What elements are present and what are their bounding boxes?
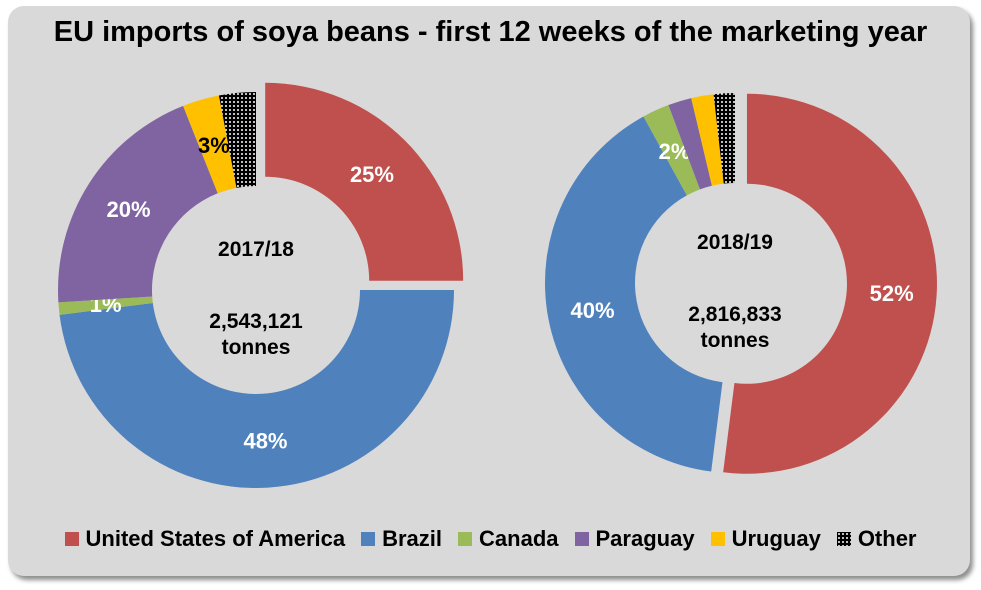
slice-united-states-of-america bbox=[265, 82, 464, 281]
slice-canada bbox=[58, 296, 153, 315]
legend-label: Canada bbox=[479, 526, 559, 551]
legend-swatch bbox=[64, 532, 79, 546]
legend-item: Other bbox=[836, 526, 917, 552]
slice-paraguay bbox=[668, 98, 712, 190]
legend-swatch bbox=[710, 532, 725, 546]
legend-label: Uruguay bbox=[731, 526, 821, 551]
data-label: 3% bbox=[198, 133, 230, 158]
legend-swatch bbox=[458, 532, 473, 546]
legend: United States of America Brazil Canada Para… bbox=[0, 526, 981, 552]
slice-brazil bbox=[59, 290, 455, 488]
slice-united-states-of-america bbox=[723, 93, 937, 474]
slice-other bbox=[713, 93, 735, 184]
slice-paraguay bbox=[57, 105, 218, 303]
legend-item: Paraguay bbox=[574, 526, 695, 552]
slice-brazil bbox=[545, 116, 723, 472]
data-label: 48% bbox=[243, 429, 287, 454]
center-label: 2,816,833 bbox=[688, 303, 781, 326]
legend-item: Brazil bbox=[361, 526, 442, 552]
slice-other bbox=[218, 92, 256, 188]
data-label: 40% bbox=[571, 298, 615, 323]
legend-swatch bbox=[836, 532, 851, 546]
center-label: tonnes bbox=[222, 336, 291, 359]
center-label: 2,543,121 bbox=[209, 310, 303, 333]
data-label: 52% bbox=[870, 281, 914, 306]
data-label: 25% bbox=[350, 162, 394, 187]
center-label: 2018/19 bbox=[697, 231, 773, 254]
legend-item: Uruguay bbox=[710, 526, 821, 552]
center-label: 2017/18 bbox=[218, 238, 294, 261]
legend-label: United States of America bbox=[85, 526, 346, 551]
legend-item: Canada bbox=[458, 526, 559, 552]
legend-label: Paraguay bbox=[595, 526, 695, 551]
legend-item: United States of America bbox=[64, 526, 346, 552]
chart-card bbox=[8, 6, 970, 576]
slice-uruguay bbox=[691, 94, 724, 186]
legend-label: Other bbox=[857, 526, 917, 551]
data-label: 20% bbox=[106, 197, 150, 222]
slice-uruguay bbox=[183, 95, 237, 194]
legend-swatch bbox=[574, 532, 589, 546]
legend-label: Brazil bbox=[382, 526, 443, 551]
slice-canada bbox=[643, 105, 700, 196]
center-label: tonnes bbox=[701, 329, 770, 352]
legend-swatch bbox=[361, 532, 376, 546]
chart-title: EU imports of soya beans - first 12 week… bbox=[53, 16, 928, 48]
